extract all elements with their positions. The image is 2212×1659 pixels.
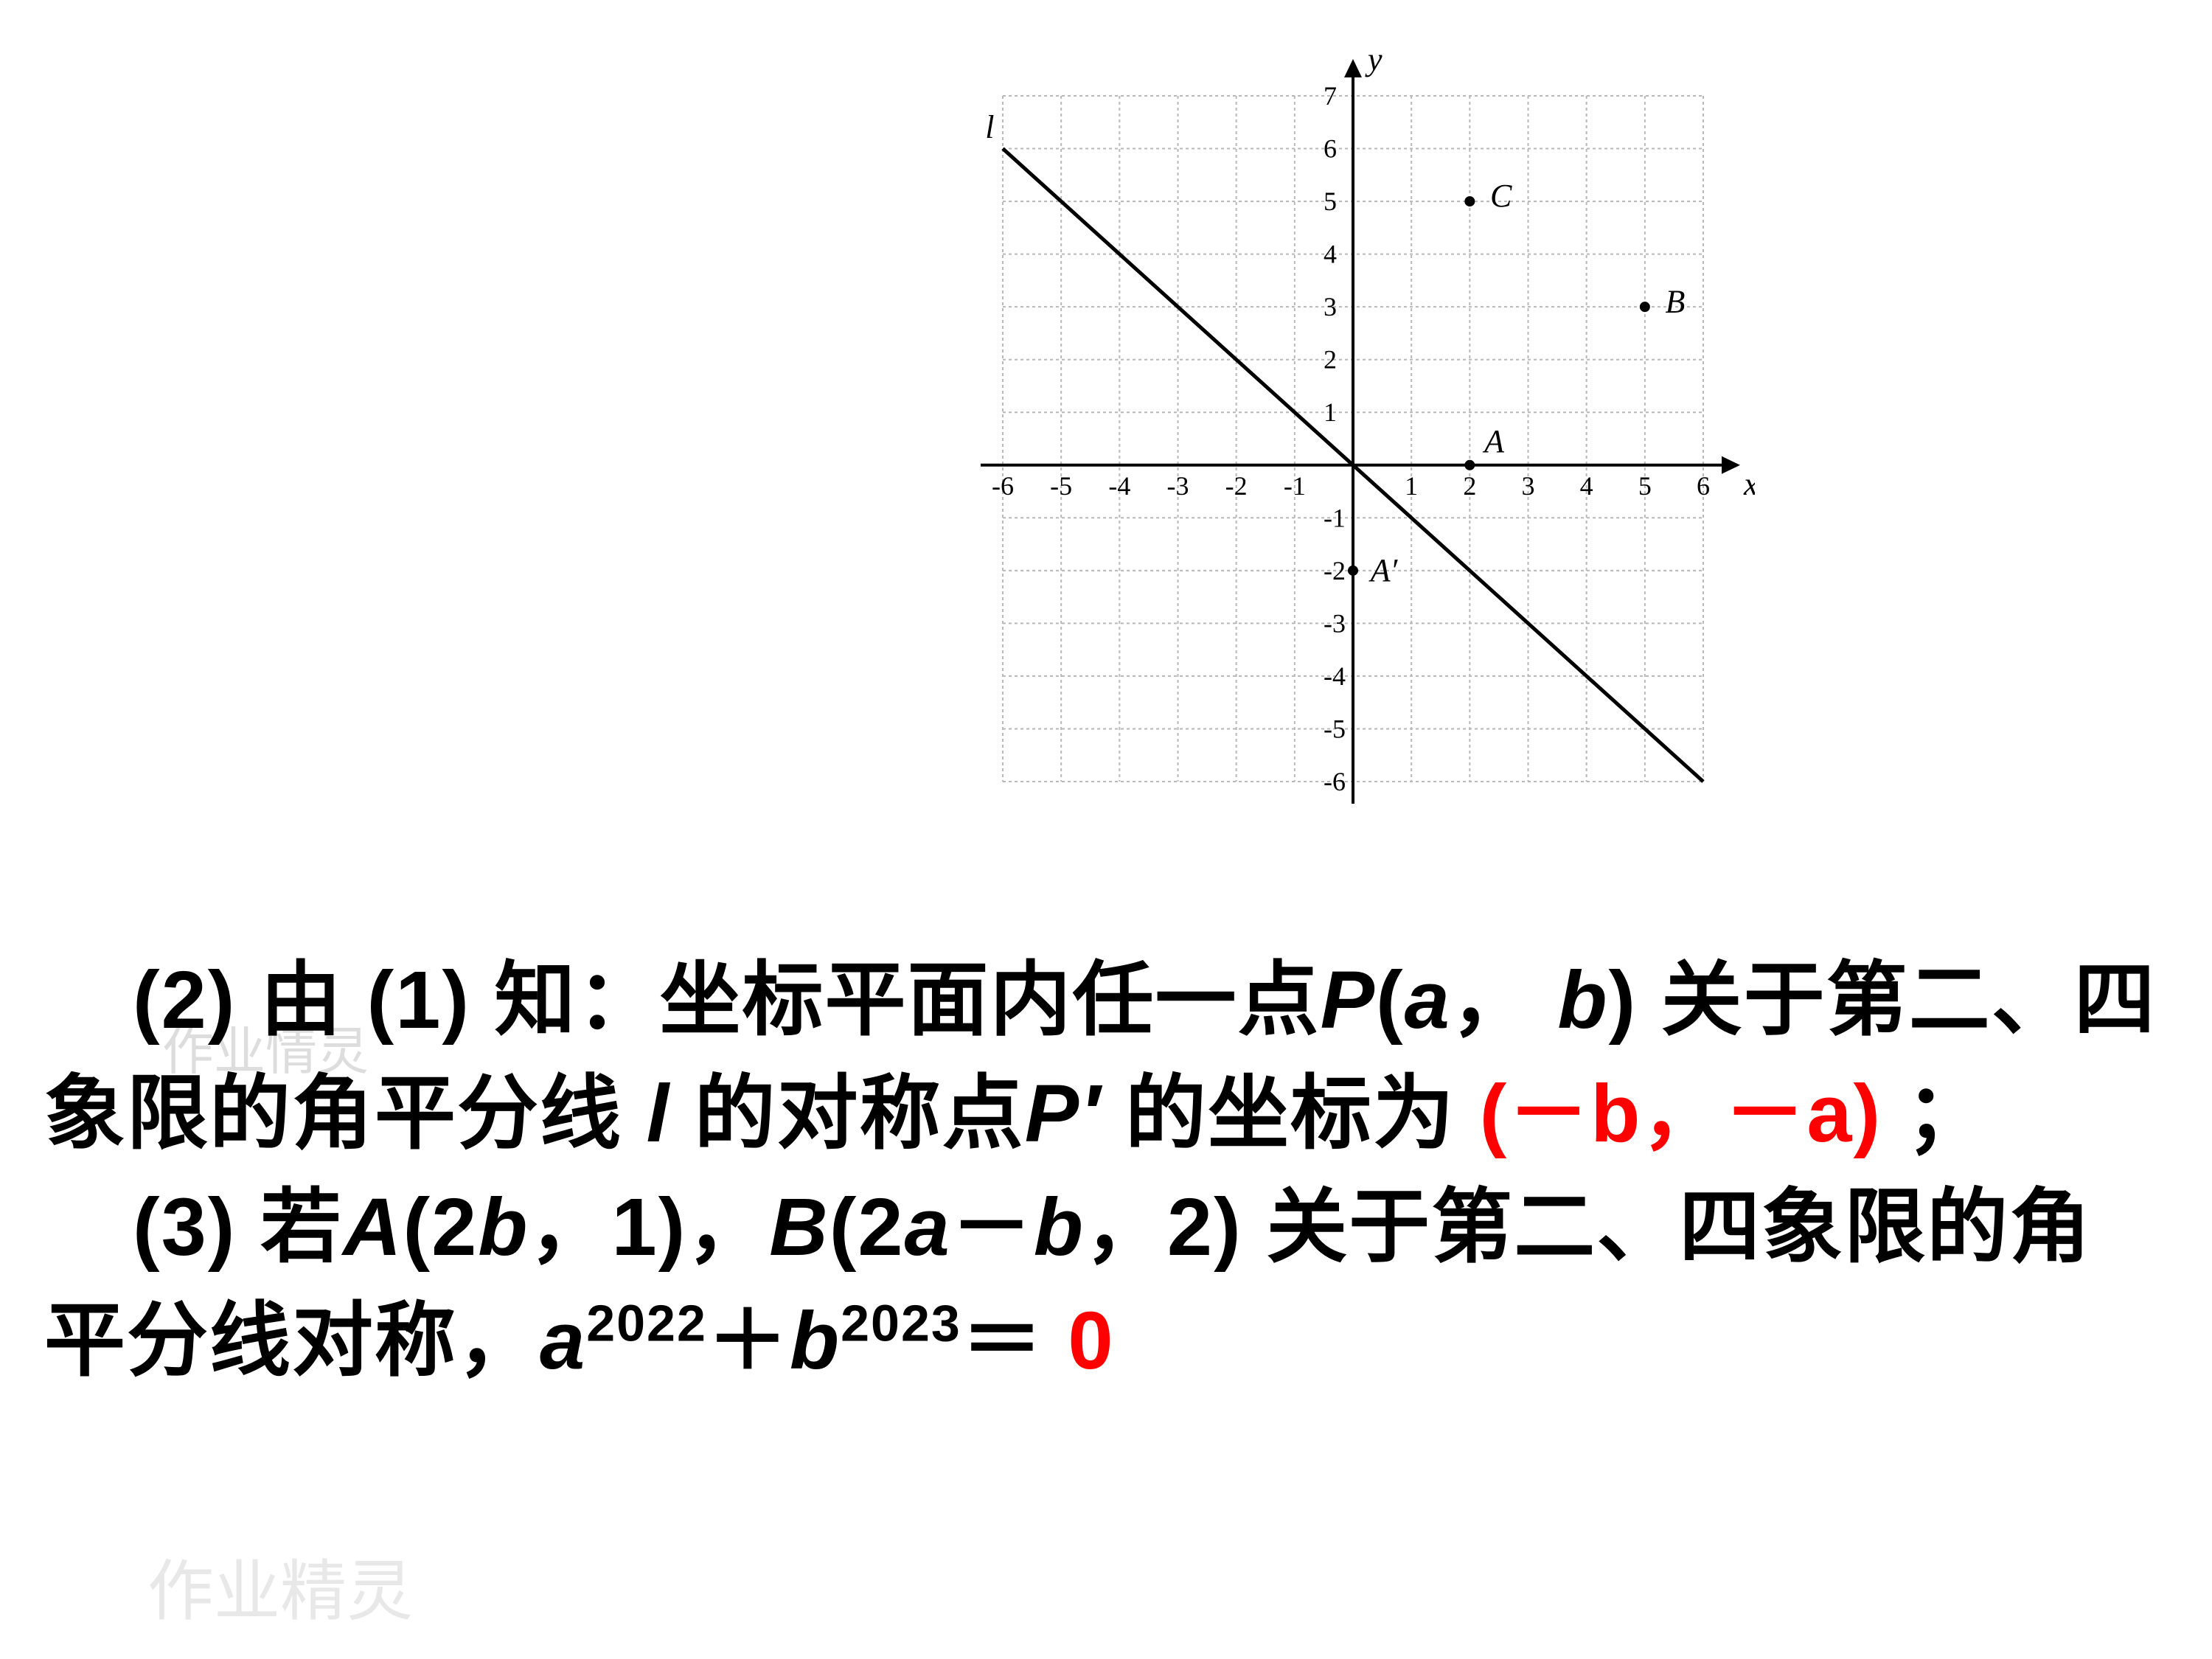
svg-text:-6: -6: [1324, 767, 1346, 796]
svg-text:-1: -1: [1324, 503, 1346, 532]
svg-text:-2: -2: [1225, 471, 1248, 501]
svg-text:1: 1: [1324, 397, 1337, 427]
svg-text:B: B: [1666, 283, 1686, 319]
svg-text:C: C: [1490, 178, 1512, 214]
svg-text:-5: -5: [1050, 471, 1072, 501]
svg-text:6: 6: [1697, 471, 1710, 501]
svg-text:5: 5: [1638, 471, 1652, 501]
svg-text:3: 3: [1522, 471, 1535, 501]
svg-text:-6: -6: [992, 471, 1014, 501]
svg-text:7: 7: [1324, 81, 1337, 111]
svg-text:-1: -1: [1284, 471, 1306, 501]
svg-text:6: 6: [1324, 134, 1337, 164]
svg-text:A: A: [1482, 423, 1505, 459]
problem-text: (2) 由 (1) 知：坐标平面内任一点P(a， b) 关于第二、四象限的角平分…: [44, 944, 2168, 1398]
svg-text:2: 2: [1463, 471, 1476, 501]
watermark-3: 作业精灵: [147, 1537, 413, 1633]
answer-1: (－b，－a): [1480, 1068, 1882, 1159]
coordinate-chart: -6 -5 -4 -3 -2 -1 1 2 3 4 5 6 -6 -5 -4 -3 -2 -1 1 2 3 4 5 6 7 x y l…: [951, 44, 1755, 833]
svg-text:-5: -5: [1324, 714, 1346, 743]
svg-text:-3: -3: [1167, 471, 1189, 501]
svg-text:x: x: [1743, 466, 1755, 502]
svg-text:3: 3: [1324, 292, 1337, 321]
svg-text:4: 4: [1580, 471, 1593, 501]
svg-text:4: 4: [1324, 240, 1337, 269]
chart-svg: -6 -5 -4 -3 -2 -1 1 2 3 4 5 6 -6 -5 -4 -3 -2 -1 1 2 3 4 5 6 7 x y l…: [951, 44, 1755, 833]
svg-text:-3: -3: [1324, 608, 1346, 638]
svg-text:-2: -2: [1324, 556, 1346, 585]
svg-text:2: 2: [1324, 345, 1337, 375]
answer-2: 0: [1068, 1295, 1114, 1386]
svg-text:1: 1: [1405, 471, 1418, 501]
svg-text:l: l: [985, 109, 994, 145]
svg-text:A′: A′: [1368, 552, 1399, 588]
svg-text:-4: -4: [1324, 661, 1346, 691]
svg-text:5: 5: [1324, 187, 1337, 216]
part-2: (2) 由 (1) 知：坐标平面内任一点P(a， b) 关于第二、四象限的角平分…: [44, 944, 2168, 1171]
svg-text:-4: -4: [1108, 471, 1130, 501]
part-3: (3) 若A(2b，1)，B(2a－b，2) 关于第二、四象限的角平分线对称，a…: [44, 1171, 2168, 1398]
svg-text:y: y: [1365, 44, 1382, 77]
